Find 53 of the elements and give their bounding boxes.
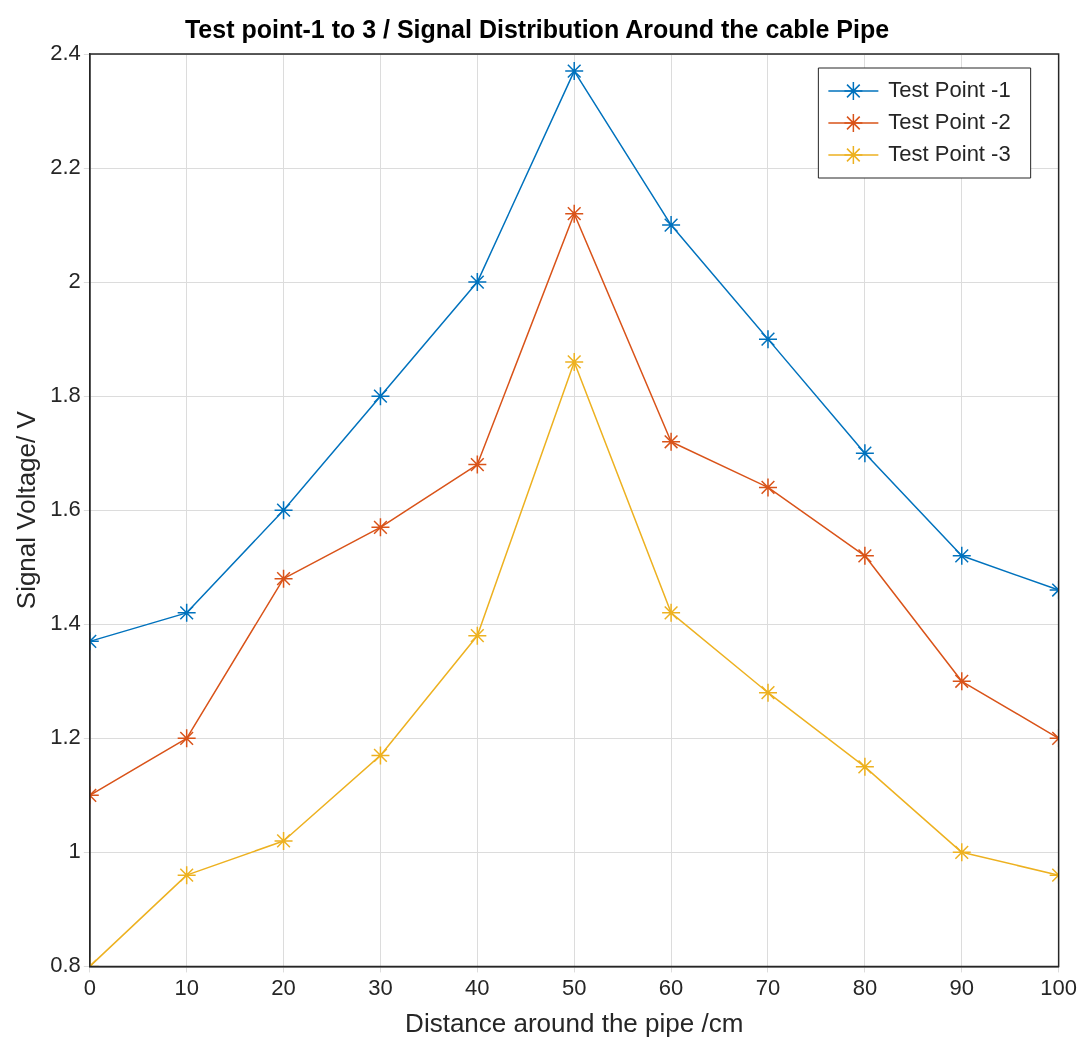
legend-label: Test Point -3	[888, 141, 1011, 167]
y-tick-label: 2	[68, 268, 81, 294]
x-tick-label: 10	[174, 974, 199, 1000]
point	[467, 454, 488, 475]
y-tick-label: 1.2	[50, 724, 81, 750]
y-tick-label: 2.2	[50, 154, 81, 180]
x-tick-label: 60	[658, 974, 684, 1000]
point	[661, 215, 681, 235]
x-tick-label: 80	[852, 974, 878, 1000]
point	[855, 757, 875, 777]
point	[370, 745, 391, 766]
point	[370, 517, 391, 538]
x-tick-label: 20	[271, 974, 296, 1000]
y-tick-label: 0.8	[50, 952, 81, 978]
point	[176, 865, 197, 885]
x-tick-label: 0	[83, 974, 96, 1000]
legend-label: Test Point -2	[888, 109, 1011, 135]
y-tick-label: 2.4	[50, 40, 81, 66]
y-tick-label: 1.4	[50, 610, 81, 636]
point	[855, 546, 875, 566]
point	[273, 831, 294, 851]
point	[952, 671, 972, 692]
point	[564, 203, 584, 224]
x-tick-label: 70	[755, 974, 781, 1000]
point	[176, 728, 197, 749]
point	[952, 546, 972, 566]
x-axis-title: Distance around the pipe /cm	[405, 1007, 744, 1038]
y-axis-title: Signal Voltage/ V	[10, 410, 41, 610]
point	[661, 603, 681, 623]
point	[661, 432, 681, 452]
x-tick-label: 40	[465, 974, 490, 1000]
point	[855, 443, 875, 463]
point	[273, 500, 294, 520]
x-tick-label: 90	[949, 974, 974, 1000]
point	[564, 352, 584, 372]
y-tick-label: 1.8	[50, 382, 81, 408]
point	[467, 272, 488, 292]
point	[176, 603, 197, 623]
point	[758, 682, 778, 703]
x-tick-label: 30	[368, 974, 393, 1000]
point	[370, 386, 391, 406]
point	[467, 625, 488, 646]
y-tick-label: 1.6	[50, 496, 81, 522]
point	[564, 61, 584, 81]
point	[758, 477, 778, 498]
legend-label: Test Point -1	[888, 77, 1011, 103]
x-tick-label: 50	[561, 974, 587, 1000]
point	[952, 842, 972, 863]
point	[273, 568, 294, 589]
x-tick-label: 100	[1040, 974, 1078, 1000]
point	[758, 329, 778, 349]
chart-title: Test point-1 to 3 / Signal Distribution Around the cable Pipe	[184, 14, 890, 43]
y-tick-label: 1	[68, 838, 81, 864]
